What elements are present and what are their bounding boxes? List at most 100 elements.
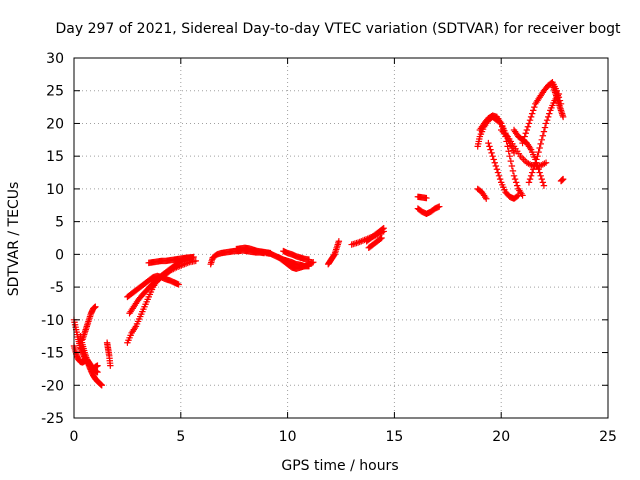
data-point [540,128,548,135]
data-point [539,132,547,139]
data-point [531,162,538,170]
data-point [518,154,526,162]
data-point [335,238,343,245]
data-point [535,148,542,156]
data-point [536,169,543,176]
data-point [519,139,526,147]
data-point [538,175,545,183]
data-point [493,166,501,173]
chart-title: Day 297 of 2021, Sidereal Day-to-day VTE… [55,21,621,37]
y-tick-labels: -25 -20 -15 -10 -5 0 5 10 15 20 25 30 [41,51,64,427]
data-point [522,130,529,137]
y-tick-label: 25 [46,84,64,100]
data-point [496,175,504,183]
data-point [542,159,550,166]
data-point [546,110,553,117]
data-point [486,143,493,150]
series-arc-5 [103,339,114,369]
data-point [491,159,498,166]
data-point [526,175,534,183]
series-arc-19 [414,193,430,202]
data-point [505,148,512,155]
plot-frame [73,57,609,419]
series-arc-25 [498,126,550,170]
data-point [526,116,534,124]
data-point [107,362,114,369]
data-point [506,152,513,160]
data-point [94,368,101,376]
data-point [508,162,516,170]
data-point [483,195,490,202]
y-tick-label: 5 [55,215,64,231]
series-arc-24 [485,139,522,202]
data-point [527,172,535,180]
data-point [533,156,540,163]
data-point [507,157,515,165]
data-point [504,143,511,150]
data-point [520,156,527,163]
x-tick-labels: 0 5 10 15 20 25 [70,429,617,445]
data-point [488,149,495,157]
data-point [521,133,528,140]
y-tick-label: 30 [46,51,64,67]
data-point [535,166,542,173]
series-arc-20 [414,203,443,217]
data-point [539,179,547,186]
series-arc-29 [549,80,567,121]
grid-lines [74,58,608,418]
data-point [528,110,536,117]
data-point [523,126,531,134]
data-point [378,234,385,242]
data-point [310,259,317,266]
data-point [520,136,527,144]
data-point [305,256,313,263]
series-arc-23 [476,112,526,199]
data-point [98,382,105,389]
data-point [510,149,518,157]
series-arc-21 [474,185,490,202]
data-point [537,172,544,180]
data-point [525,179,533,186]
data-point [559,175,567,183]
data-point [532,159,539,166]
y-tick-label: 0 [55,247,64,263]
data-point [527,113,535,121]
data-point [509,167,517,175]
data-point [514,182,521,189]
data-point [92,303,99,310]
y-tick-label: 10 [46,182,64,198]
y-tick-label: 15 [46,149,64,165]
data-point [380,224,387,232]
y-tick-label: -20 [41,378,64,394]
data-point [485,139,492,147]
data-point [492,162,500,170]
axis-ticks [73,57,609,419]
data-point [192,257,199,265]
data-point [538,136,545,144]
series-arc-13 [275,254,317,272]
data-point [188,254,195,261]
data-point [514,193,521,200]
data-point [525,120,533,127]
series-arc-15 [324,238,343,268]
data-point [423,194,430,202]
data-point [377,235,384,243]
data-point [530,107,537,114]
data-point [536,144,543,152]
data-point [436,203,443,210]
series-arc-22 [474,113,518,157]
series-arc-18 [365,234,385,252]
y-tick-label: -25 [41,411,64,427]
data-point [534,152,541,160]
y-tick-label: -10 [41,313,64,329]
data-point [510,172,518,180]
series-arc-9 [145,254,195,267]
series-arc-3 [77,332,105,389]
x-tick-label: 10 [279,429,297,445]
data-point [494,169,502,176]
data-point [542,120,550,127]
data-point [379,225,386,233]
data-point [528,169,536,176]
data-point [94,362,101,369]
data-point [487,146,494,153]
